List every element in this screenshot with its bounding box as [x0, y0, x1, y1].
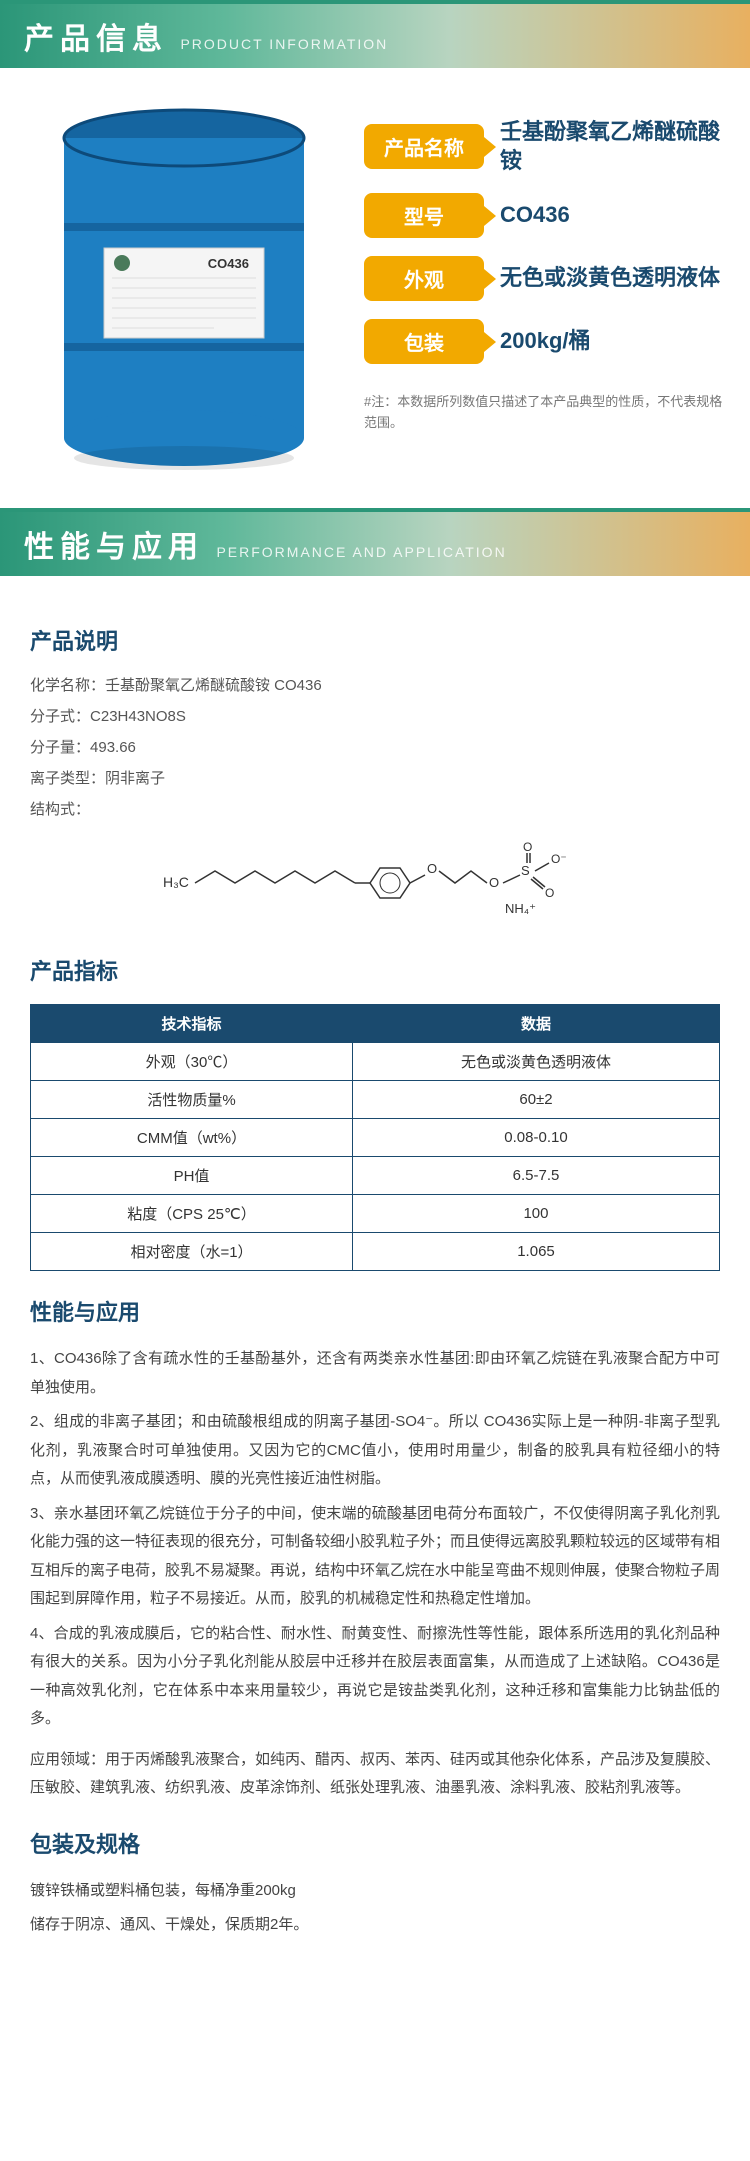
svg-text:O: O	[523, 840, 532, 854]
table-row: PH值6.5-7.5	[31, 1157, 720, 1195]
prop-row-model: 型号 CO436	[364, 193, 726, 238]
section-title-cn: 产品信息	[24, 14, 168, 58]
section-header-info: 产品信息 PRODUCT INFORMATION	[0, 0, 750, 68]
heading-desc: 产品说明	[30, 624, 720, 656]
table-row: 外观（30℃）无色或淡黄色透明液体	[31, 1043, 720, 1081]
section-title-cn: 性能与应用	[24, 522, 204, 566]
spec-table: 技术指标 数据 外观（30℃）无色或淡黄色透明液体活性物质量%60±2CMM值（…	[30, 1004, 720, 1271]
para: 2、组成的非离子基团；和由硫酸根组成的阴离子基团-SO4⁻。所以 CO436实际…	[30, 1408, 720, 1494]
kv-ion: 离子类型：阴非离子	[30, 767, 720, 788]
table-cell: 1.065	[352, 1233, 719, 1271]
section-title-en: PRODUCT INFORMATION	[180, 36, 388, 52]
section-title-en: PERFORMANCE AND APPLICATION	[216, 544, 506, 560]
prop-value: 壬基酚聚氧乙烯醚硫酸铵	[500, 118, 726, 175]
prop-value: CO436	[500, 201, 570, 230]
svg-text:S: S	[521, 863, 530, 878]
table-cell: 无色或淡黄色透明液体	[352, 1043, 719, 1081]
prop-value: 无色或淡黄色透明液体	[500, 264, 720, 293]
svg-text:O⁻: O⁻	[551, 852, 567, 866]
svg-text:CO436: CO436	[208, 256, 249, 271]
heading-pack: 包装及规格	[30, 1827, 720, 1859]
drum-icon: CO436	[34, 98, 334, 478]
kv-formula: 分子式：C23H43NO8S	[30, 705, 720, 726]
heading-app: 性能与应用	[30, 1295, 720, 1327]
content: 产品说明 化学名称：壬基酚聚氧乙烯醚硫酸铵 CO436 分子式：C23H43NO…	[0, 576, 750, 1970]
para: 应用领域：用于丙烯酸乳液聚合，如纯丙、醋丙、叔丙、苯丙、硅丙或其他杂化体系，产品…	[30, 1746, 720, 1803]
table-cell: CMM值（wt%）	[31, 1119, 353, 1157]
prop-label: 产品名称	[364, 124, 484, 169]
para: 3、亲水基团环氧乙烷链位于分子的中间，使末端的硫酸基团电荷分布面较广，不仅使得阴…	[30, 1500, 720, 1614]
kv-struct: 结构式：	[30, 798, 720, 819]
prop-label: 包装	[364, 319, 484, 364]
svg-text:O: O	[545, 886, 554, 900]
prop-label: 型号	[364, 193, 484, 238]
prop-row-package: 包装 200kg/桶	[364, 319, 726, 364]
table-cell: 0.08-0.10	[352, 1119, 719, 1157]
product-properties: 产品名称 壬基酚聚氧乙烯醚硫酸铵 型号 CO436 外观 无色或淡黄色透明液体 …	[364, 98, 726, 478]
prop-label: 外观	[364, 256, 484, 301]
product-info-body: CO436 产品名称 壬基酚聚氧乙烯醚硫酸铵 型号 CO436 外观 无色或淡黄…	[0, 68, 750, 508]
svg-text:O: O	[427, 861, 437, 876]
table-row: 相对密度（水=1）1.065	[31, 1233, 720, 1271]
table-row: 活性物质量%60±2	[31, 1081, 720, 1119]
table-cell: 外观（30℃）	[31, 1043, 353, 1081]
svg-text:H₃C: H₃C	[163, 874, 189, 890]
svg-text:NH₄⁺: NH₄⁺	[505, 901, 536, 916]
table-cell: 60±2	[352, 1081, 719, 1119]
structure-diagram: H₃C O O S O O⁻ O NH₄⁺	[30, 835, 720, 930]
table-cell: 相对密度（水=1）	[31, 1233, 353, 1271]
table-cell: 6.5-7.5	[352, 1157, 719, 1195]
table-cell: 100	[352, 1195, 719, 1233]
para: 储存于阴凉、通风、干燥处，保质期2年。	[30, 1911, 720, 1940]
kv-chemname: 化学名称：壬基酚聚氧乙烯醚硫酸铵 CO436	[30, 674, 720, 695]
section-header-perf: 性能与应用 PERFORMANCE AND APPLICATION	[0, 508, 750, 576]
prop-row-name: 产品名称 壬基酚聚氧乙烯醚硫酸铵	[364, 118, 726, 175]
table-cell: 粘度（CPS 25℃）	[31, 1195, 353, 1233]
prop-value: 200kg/桶	[500, 327, 591, 356]
table-row: 粘度（CPS 25℃）100	[31, 1195, 720, 1233]
col-header: 数据	[352, 1005, 719, 1043]
para: 4、合成的乳液成膜后，它的粘合性、耐水性、耐黄变性、耐擦洗性等性能，跟体系所选用…	[30, 1620, 720, 1734]
para: 镀锌铁桶或塑料桶包装，每桶净重200kg	[30, 1877, 720, 1906]
product-image: CO436	[24, 98, 344, 478]
table-header-row: 技术指标 数据	[31, 1005, 720, 1043]
footnote: #注：本数据所列数值只描述了本产品典型的性质，不代表规格范围。	[364, 392, 726, 434]
heading-spec: 产品指标	[30, 954, 720, 986]
svg-text:O: O	[489, 875, 499, 890]
table-cell: PH值	[31, 1157, 353, 1195]
table-row: CMM值（wt%）0.08-0.10	[31, 1119, 720, 1157]
para: 1、CO436除了含有疏水性的壬基酚基外，还含有两类亲水性基团:即由环氧乙烷链在…	[30, 1345, 720, 1402]
kv-mw: 分子量：493.66	[30, 736, 720, 757]
prop-row-appearance: 外观 无色或淡黄色透明液体	[364, 256, 726, 301]
col-header: 技术指标	[31, 1005, 353, 1043]
table-cell: 活性物质量%	[31, 1081, 353, 1119]
